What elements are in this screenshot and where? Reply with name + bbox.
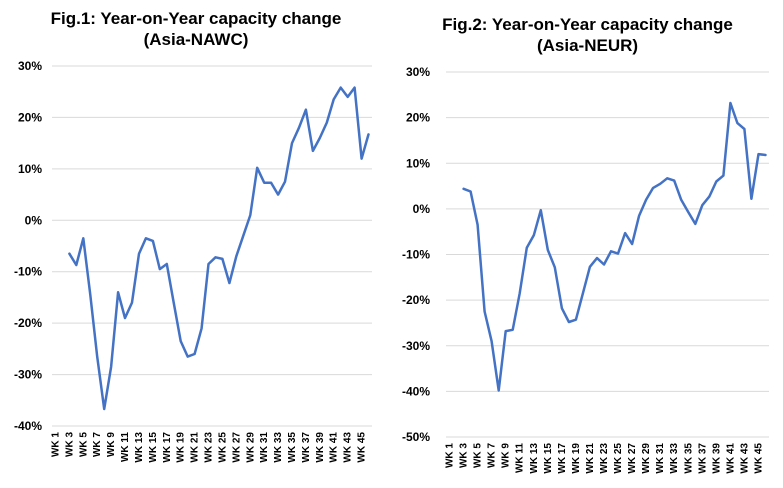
y-tick-label: -20% — [14, 316, 42, 330]
x-tick-label: WK 13 — [529, 443, 540, 474]
x-tick-label: WK 35 — [683, 443, 694, 474]
y-tick-label: -10% — [14, 265, 42, 279]
x-tick-label: WK 17 — [557, 443, 568, 474]
x-tick-label: WK 29 — [641, 443, 652, 474]
chart-asia-neur: Fig.2: Year-on-Year capacity change (Asi… — [392, 0, 783, 488]
y-tick-label: 30% — [406, 65, 430, 79]
chart-title: Fig.1: Year-on-Year capacity change (Asi… — [0, 8, 392, 50]
x-tick-label: WK 37 — [301, 432, 312, 463]
x-tick-label: WK 19 — [176, 432, 187, 463]
x-tick-label: WK 11 — [515, 443, 526, 473]
x-tick-label: WK 41 — [329, 432, 340, 463]
x-tick-label: WK 35 — [287, 432, 298, 463]
chart-title-line-2: (Asia-NAWC) — [143, 30, 249, 49]
x-tick-label: WK 9 — [501, 443, 512, 468]
chart-title: Fig.2: Year-on-Year capacity change (Asi… — [392, 14, 783, 56]
x-tick-label: WK 9 — [106, 432, 117, 457]
y-tick-label: 10% — [18, 162, 42, 176]
x-tick-label: WK 37 — [697, 443, 708, 474]
series-line — [462, 101, 767, 392]
chart-title-line-1: Fig.1: Year-on-Year capacity change — [50, 9, 342, 28]
y-tick-label: -20% — [402, 293, 430, 307]
x-tick-label: WK 21 — [190, 432, 201, 463]
x-tick-label: WK 41 — [725, 443, 736, 474]
x-tick-label: WK 43 — [343, 432, 354, 463]
x-tick-label: WK 31 — [259, 432, 270, 463]
y-tick-label: -50% — [402, 430, 430, 444]
x-tick-label: WK 23 — [599, 443, 610, 474]
y-tick-label: -30% — [402, 339, 430, 353]
x-tick-label: WK 3 — [459, 443, 470, 468]
y-tick-label: -30% — [14, 368, 42, 382]
x-tick-label: WK 33 — [273, 432, 284, 463]
series-line — [68, 86, 370, 411]
chart-title-line-1: Fig.2: Year-on-Year capacity change — [442, 15, 733, 34]
x-tick-label: WK 29 — [245, 432, 256, 463]
x-tick-label: WK 27 — [627, 443, 638, 474]
x-tick-label: WK 45 — [753, 443, 764, 474]
chart-asia-nawc: Fig.1: Year-on-Year capacity change (Asi… — [0, 8, 392, 463]
x-tick-label: WK 15 — [543, 443, 554, 474]
x-tick-label: WK 5 — [78, 432, 89, 457]
y-tick-label: -40% — [14, 419, 42, 433]
x-tick-label: WK 3 — [64, 432, 75, 457]
x-tick-label: WK 7 — [487, 443, 498, 468]
x-tick-label: WK 45 — [357, 432, 368, 463]
x-tick-label: WK 7 — [92, 432, 103, 457]
chart-title-line-2: (Asia-NEUR) — [536, 36, 639, 55]
x-tick-label: WK 13 — [134, 432, 145, 463]
x-tick-label: WK 39 — [711, 443, 722, 474]
y-tick-label: 0% — [25, 213, 43, 227]
x-tick-label: WK 11 — [120, 432, 131, 462]
x-tick-label: WK 5 — [473, 443, 484, 468]
x-tick-label: WK 25 — [613, 443, 624, 474]
y-tick-label: -40% — [402, 384, 430, 398]
y-tick-label: 20% — [18, 110, 42, 124]
x-tick-label: WK 15 — [148, 432, 159, 463]
x-tick-label: WK 39 — [315, 432, 326, 463]
x-tick-label: WK 1 — [445, 443, 456, 468]
y-tick-label: -10% — [402, 248, 430, 262]
y-tick-label: 20% — [406, 111, 430, 125]
x-tick-label: WK 43 — [739, 443, 750, 474]
y-tick-label: 10% — [406, 156, 430, 170]
y-tick-label: 0% — [413, 202, 431, 216]
x-tick-label: WK 23 — [204, 432, 215, 463]
x-tick-label: WK 17 — [162, 432, 173, 463]
x-tick-label: WK 25 — [217, 432, 228, 463]
x-tick-label: WK 21 — [585, 443, 596, 474]
x-tick-label: WK 33 — [669, 443, 680, 474]
x-tick-label: WK 31 — [655, 443, 666, 474]
x-tick-label: WK 27 — [231, 432, 242, 463]
y-tick-label: 30% — [18, 59, 42, 73]
x-tick-label: WK 19 — [571, 443, 582, 474]
x-tick-label: WK 1 — [50, 432, 61, 457]
